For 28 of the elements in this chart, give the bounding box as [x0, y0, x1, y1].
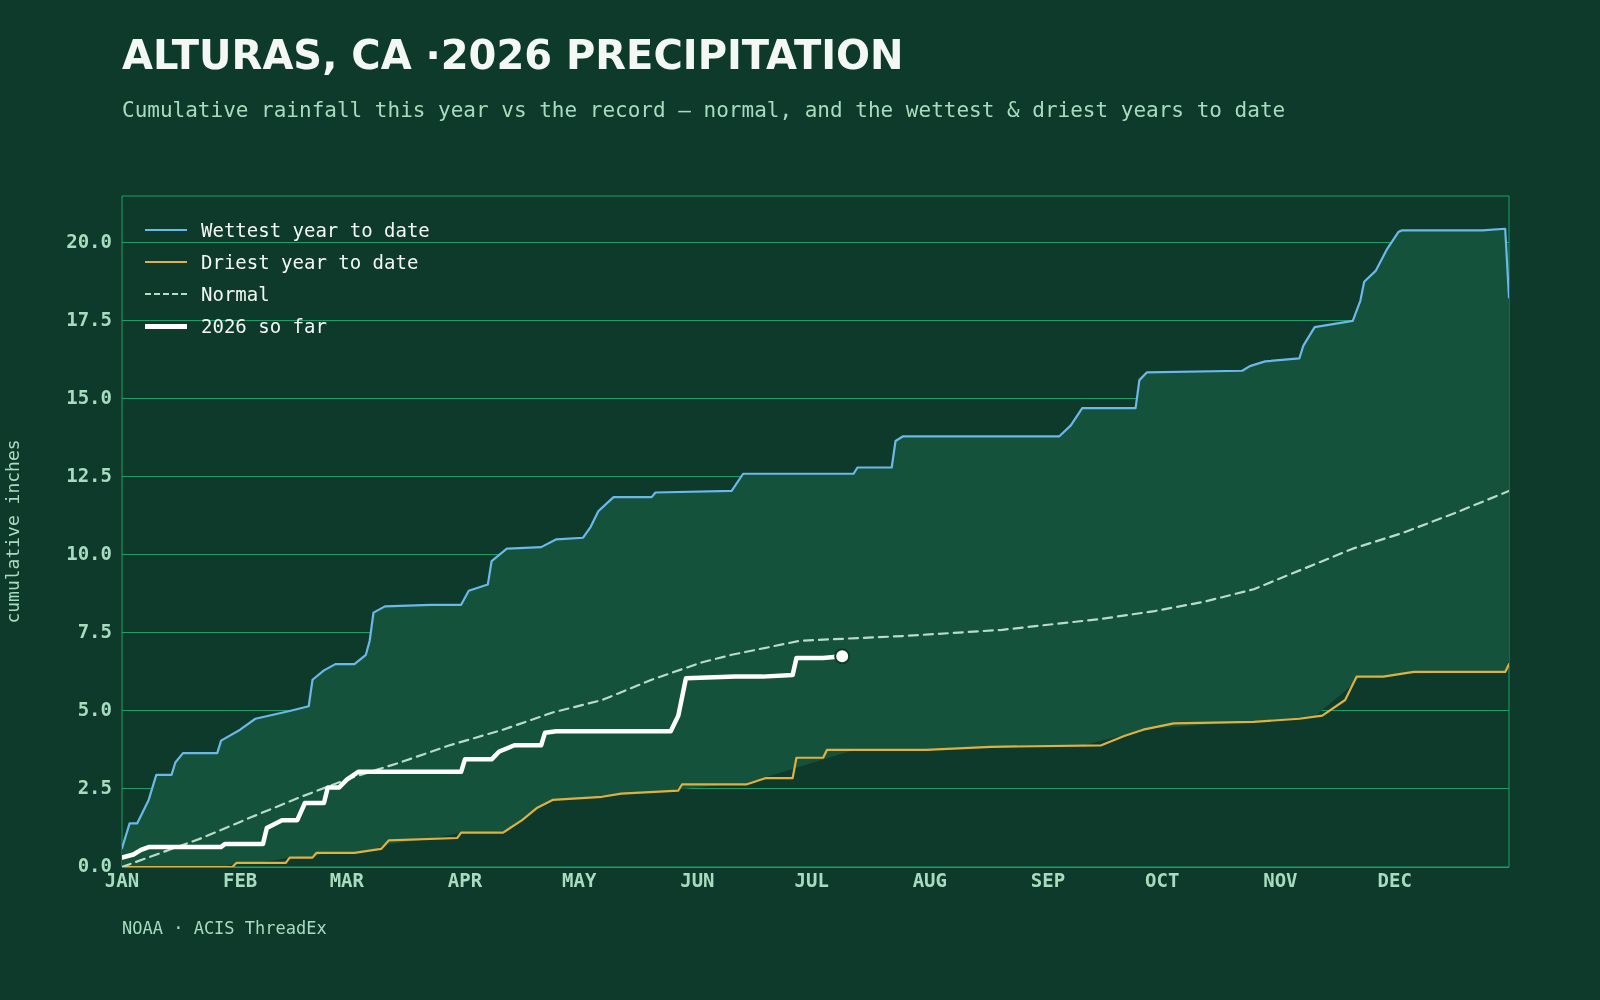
x-tick-label: OCT [1145, 869, 1180, 892]
x-tick-label: JUN [680, 869, 715, 892]
x-tick-label: DEC [1377, 869, 1412, 892]
x-tick-label: FEB [222, 869, 258, 892]
y-tick-label: 12.5 [66, 463, 112, 486]
legend-label: Driest year to date [201, 251, 419, 273]
y-tick-label: 2.5 [77, 775, 112, 798]
legend-label: Normal [201, 283, 270, 305]
y-tick-label: 5.0 [77, 697, 112, 720]
y-tick-label: 17.5 [66, 307, 112, 330]
x-tick-label: APR [447, 869, 483, 892]
x-tick-label: SEP [1030, 869, 1066, 892]
text: NOAA · ACIS ThreadEx [122, 918, 327, 938]
y-tick-label: 10.0 [66, 541, 112, 564]
x-tick-label: AUG [912, 869, 947, 892]
chart-title: ALTURAS, CA ·2026 PRECIPITATION [122, 32, 904, 78]
x-tick-label: MAY [562, 869, 597, 892]
y-tick-label: 7.5 [77, 619, 112, 642]
y-tick-label: 20.0 [66, 229, 112, 252]
legend-label: Wettest year to date [201, 219, 430, 241]
chart-subtitle: Cumulative rainfall this year vs the record — normal, and the wettest & driest years to date [122, 98, 1286, 122]
x-tick-label: JUL [794, 869, 829, 892]
y-axis-title: cumulative inches [2, 439, 24, 624]
y-tick-label: 15.0 [66, 385, 112, 408]
x-tick-label: NOV [1263, 869, 1298, 892]
line-series [122, 489, 1509, 867]
legend-label: 2026 so far [201, 315, 327, 337]
x-tick-label: MAR [329, 869, 365, 892]
